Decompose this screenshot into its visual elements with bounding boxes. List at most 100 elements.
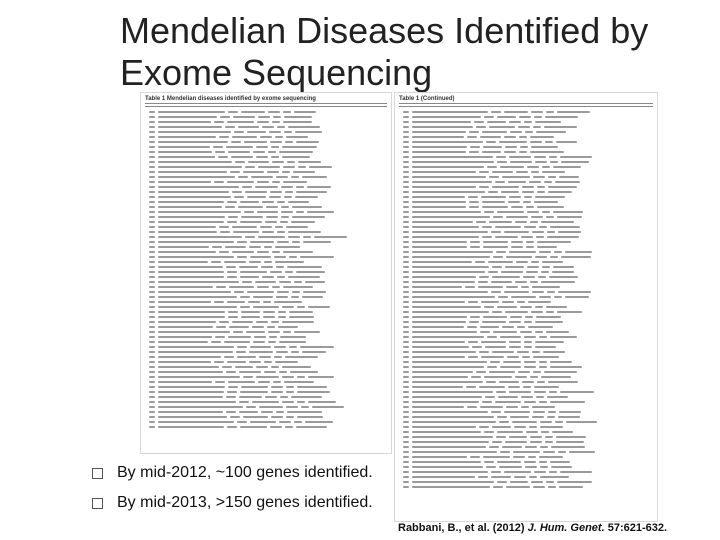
table-row (149, 134, 383, 139)
table-row (149, 419, 383, 424)
table-row (403, 154, 649, 159)
table-row (149, 339, 383, 344)
table-row (403, 299, 649, 304)
table-row (403, 169, 649, 174)
table-row (149, 274, 383, 279)
table-row (149, 349, 383, 354)
table-row (403, 199, 649, 204)
checkbox-square-icon (92, 467, 103, 479)
table-row (403, 424, 649, 429)
table-row (149, 229, 383, 234)
table-row (403, 369, 649, 374)
table-row (149, 299, 383, 304)
table-row (403, 179, 649, 184)
table-row (149, 269, 383, 274)
table-row (403, 239, 649, 244)
table-row (149, 334, 383, 339)
table-row (403, 334, 649, 339)
bullet-item: By mid-2013, >150 genes identified. (92, 488, 373, 518)
table-row (403, 189, 649, 194)
table-row (149, 189, 383, 194)
table-row (149, 399, 383, 404)
table-row (149, 214, 383, 219)
table-row (149, 379, 383, 384)
table-row (403, 264, 649, 269)
table-row (403, 459, 649, 464)
table-row (403, 204, 649, 209)
table-row (149, 159, 383, 164)
table-row (149, 179, 383, 184)
table-row (149, 329, 383, 334)
exome-table-right: Table 1 (Continued) (394, 92, 658, 522)
table-row (403, 259, 649, 264)
table-row (403, 234, 649, 239)
table-row (403, 374, 649, 379)
table-row (149, 254, 383, 259)
table-row (149, 424, 383, 429)
table-row (403, 324, 649, 329)
table-row (403, 294, 649, 299)
table-row (149, 124, 383, 129)
slide-title: Mendelian Diseases Identified by Exome S… (120, 10, 649, 93)
table-row (403, 454, 649, 459)
table-row (149, 414, 383, 419)
citation-volume: 57:621-632. (607, 522, 668, 534)
table-row (403, 339, 649, 344)
table-row (403, 389, 649, 394)
table-row (149, 294, 383, 299)
table-row (149, 359, 383, 364)
table-row (403, 134, 649, 139)
table-row (403, 354, 649, 359)
table-row (149, 239, 383, 244)
table-row (403, 444, 649, 449)
table-row (149, 289, 383, 294)
table-row (149, 394, 383, 399)
bullet-text: By mid-2012, ~100 genes identified. (117, 464, 373, 481)
table-heading: Table 1 (Continued) (399, 96, 455, 102)
table-row (149, 149, 383, 154)
table-row (403, 349, 649, 354)
table-row (149, 174, 383, 179)
citation: Rabbani, B., et al. (2012) J. Hum. Genet… (398, 522, 667, 534)
table-row (149, 404, 383, 409)
table-row (403, 149, 649, 154)
table-row (403, 129, 649, 134)
table-row (403, 344, 649, 349)
table-row (403, 194, 649, 199)
table-rows (395, 107, 657, 491)
table-row (403, 479, 649, 484)
table-row (403, 484, 649, 489)
table-row (403, 119, 649, 124)
table-row (149, 384, 383, 389)
table-row (149, 129, 383, 134)
table-row (403, 304, 649, 309)
table-row (149, 369, 383, 374)
table-row (403, 244, 649, 249)
table-row (149, 309, 383, 314)
table-row (149, 354, 383, 359)
table-row (149, 324, 383, 329)
table-row (403, 174, 649, 179)
table-row (403, 269, 649, 274)
table-row (149, 244, 383, 249)
table-row (149, 109, 383, 114)
table-row (149, 199, 383, 204)
table-row (403, 474, 649, 479)
table-row (149, 259, 383, 264)
table-row (149, 249, 383, 254)
table-column-header (399, 103, 653, 107)
bullet-text: By mid-2013, >150 genes identified. (117, 494, 373, 511)
table-row (403, 184, 649, 189)
table-row (149, 209, 383, 214)
table-row (403, 254, 649, 259)
table-rows (141, 107, 391, 431)
table-row (403, 449, 649, 454)
table-row (403, 414, 649, 419)
table-row (149, 224, 383, 229)
table-row (403, 229, 649, 234)
table-column-header (145, 103, 387, 107)
table-row (403, 469, 649, 474)
table-row (149, 409, 383, 414)
checkbox-square-icon (92, 497, 103, 509)
table-row (403, 399, 649, 404)
